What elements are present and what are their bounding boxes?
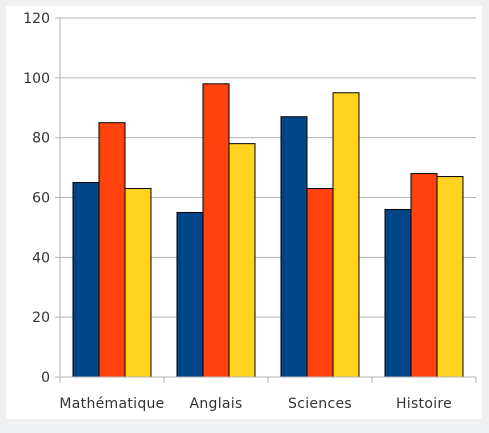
y-tick-label: 0 [41, 370, 50, 386]
x-category-label: Sciences [288, 396, 352, 412]
x-category-label: Histoire [396, 396, 452, 412]
bar-mathematique-series-2 [98, 122, 126, 378]
y-tick-label: 40 [32, 250, 50, 266]
bar-sciences-series-3 [332, 92, 360, 378]
x-category-label: Anglais [189, 396, 242, 412]
bar-histoire-series-1 [384, 208, 412, 378]
bar-anglais-series-2 [202, 83, 230, 378]
bar-histoire-series-2 [410, 173, 438, 378]
bar-anglais-series-3 [228, 143, 256, 378]
x-axis-labels: Mathématique Anglais Sciences Histoire [59, 396, 452, 412]
y-axis-ticks: 0 20 40 60 80 100 120 [23, 11, 60, 386]
y-tick-label: 120 [23, 11, 50, 27]
bar-mathematique-series-1 [72, 182, 100, 378]
bar-sciences-series-2 [306, 188, 334, 378]
bar-anglais-series-1 [176, 211, 204, 378]
x-category-label: Mathématique [59, 396, 164, 412]
y-tick-label: 80 [32, 131, 50, 147]
bar-chart: 0 20 40 60 80 100 120 Mathématique Anglais Scien… [23, 11, 477, 412]
y-tick-label: 60 [32, 191, 50, 207]
bars [72, 83, 464, 378]
chart-card: 0 20 40 60 80 100 120 Mathématique Anglais Scien… [6, 6, 482, 419]
y-tick-label: 100 [23, 71, 50, 87]
bar-mathematique-series-3 [124, 188, 152, 378]
y-tick-label: 20 [32, 310, 50, 326]
bar-histoire-series-3 [436, 176, 464, 378]
bar-sciences-series-1 [280, 116, 308, 378]
